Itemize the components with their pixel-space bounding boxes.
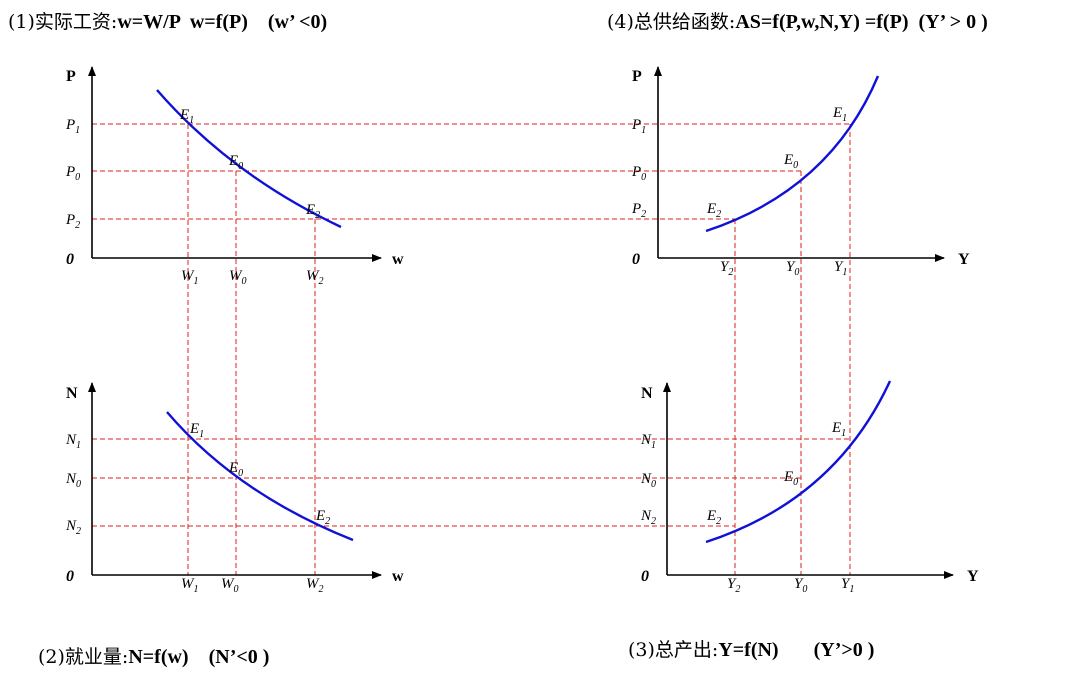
w-axis-label: w xyxy=(392,568,404,585)
aggregate-supply-curve xyxy=(705,75,880,233)
tick-p0: P0 xyxy=(65,164,80,183)
panel-real-wage: P w 0 P1 P0 P2 W1 W0 W2 E1 E0 E2 xyxy=(65,66,404,287)
tick-p2: P2 xyxy=(631,201,646,220)
point-e2: E2 xyxy=(315,508,330,527)
tick-n2: N2 xyxy=(65,518,81,537)
point-e0: E0 xyxy=(783,469,798,488)
caption-employment: (2)就业量:N=f(w) (N’<0 ) xyxy=(38,646,269,668)
tick-y0: Y0 xyxy=(794,576,807,595)
origin-label: 0 xyxy=(66,251,74,268)
y-axis-label: Y xyxy=(958,251,970,268)
tick-n2: N2 xyxy=(640,508,656,527)
point-e0: E0 xyxy=(783,152,798,171)
n-axis-label: N xyxy=(641,385,653,402)
tick-w1: W1 xyxy=(181,576,199,595)
production-function-curve xyxy=(705,380,892,544)
caption-total-output: (3)总产出:Y=f(N) (Y’>0 ) xyxy=(628,639,874,661)
panel-total-output: N Y 0 N1 N0 N2 Y2 Y0 Y1 E1 E0 E2 xyxy=(640,380,979,595)
real-wage-curve xyxy=(156,89,342,229)
tick-y2: Y2 xyxy=(727,576,740,595)
p-axis-label: P xyxy=(66,68,76,85)
tick-n1: N1 xyxy=(65,432,81,451)
point-e1: E1 xyxy=(831,420,846,439)
employment-curve xyxy=(166,411,354,542)
point-e1: E1 xyxy=(832,105,847,124)
point-e1: E1 xyxy=(179,107,194,126)
tick-y0: Y0 xyxy=(786,259,799,278)
tick-y1: Y1 xyxy=(841,576,854,595)
tick-w2: W2 xyxy=(306,576,324,595)
point-e2: E2 xyxy=(305,202,320,221)
tick-p0: P0 xyxy=(631,164,646,183)
guide-lines xyxy=(92,123,851,575)
origin-label: 0 xyxy=(632,251,640,268)
tick-y2: Y2 xyxy=(720,259,733,278)
point-e2: E2 xyxy=(706,201,721,220)
point-e1: E1 xyxy=(189,421,204,440)
point-e2: E2 xyxy=(706,508,721,527)
tick-n1: N1 xyxy=(640,432,656,451)
caption-aggregate-supply: (4)总供给函数:AS=f(P,w,N,Y) =f(P) (Y’ > 0 ) xyxy=(607,11,988,33)
tick-n0: N0 xyxy=(65,471,81,490)
tick-w1: W1 xyxy=(181,268,199,287)
tick-w0: W0 xyxy=(221,576,239,595)
tick-w2: W2 xyxy=(306,268,324,287)
point-e0: E0 xyxy=(228,153,243,172)
origin-label: 0 xyxy=(641,568,649,585)
panel-employment: N w 0 N1 N0 N2 W1 W0 W2 E1 E0 E2 xyxy=(65,382,404,595)
panel-aggregate-supply: P Y 0 P1 P0 P2 Y2 Y0 Y1 E1 E0 E2 xyxy=(631,66,970,278)
w-axis-label: w xyxy=(392,251,404,268)
y-axis-label: Y xyxy=(967,568,979,585)
tick-p1: P1 xyxy=(631,117,646,136)
caption-real-wage: (1)实际工资:w=W/P w=f(P) (w’ <0) xyxy=(8,11,327,33)
n-axis-label: N xyxy=(66,385,78,402)
point-e0: E0 xyxy=(228,460,243,479)
tick-w0: W0 xyxy=(229,268,247,287)
tick-p1: P1 xyxy=(65,117,80,136)
tick-p2: P2 xyxy=(65,212,80,231)
origin-label: 0 xyxy=(66,568,74,585)
p-axis-label: P xyxy=(632,68,642,85)
tick-y1: Y1 xyxy=(834,259,847,278)
tick-n0: N0 xyxy=(640,471,656,490)
